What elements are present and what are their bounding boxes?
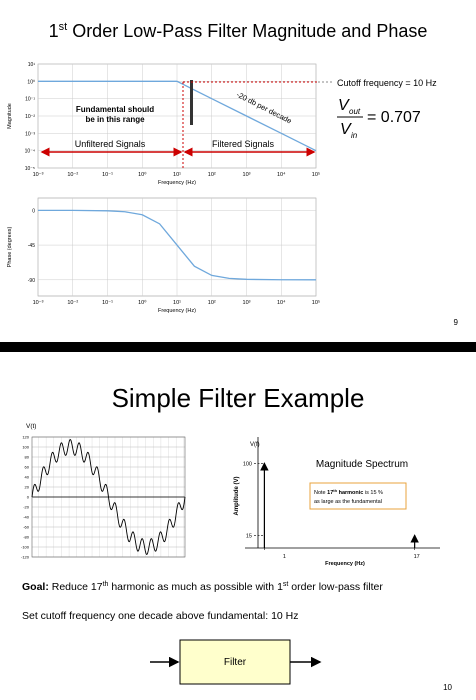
equation: V out V in = 0.707 [337,97,421,140]
y-axis-label: V(t) [26,423,36,430]
goal-sup: th [103,581,109,588]
x-tick-label: 10² [208,300,216,306]
slide-separator [0,342,476,352]
x-tick-label: 10⁻² [67,300,78,306]
note-part: Note [314,490,327,496]
annotation: Unfiltered Signals [75,139,146,149]
title-part: Order Low-Pass Filter Magnitude and Phas… [67,21,427,41]
x-tick-label: 10⁻² [67,172,78,178]
x-tick-label: 17 [414,554,420,560]
y-tick-label: 0 [27,495,30,500]
waveform [31,438,186,556]
annotation: be in this range [85,115,145,124]
note: Note 17th harmonic is 15 % [314,488,383,496]
y-tick-label: -60 [23,525,30,530]
page-number: 10 [443,683,452,692]
y-tick-label: -20 [23,505,30,510]
page-number: 9 [454,318,459,327]
y-tick-label: 15 [246,533,252,539]
y-tick-label: 20 [25,485,30,490]
eq-num: V [338,97,350,114]
eq-rhs: = 0.707 [367,109,421,126]
y-tick-label: 60 [25,465,30,470]
y-tick-label: 10⁻⁴ [25,149,35,155]
body-text: Set cutoff frequency one decade above fu… [22,610,299,622]
eq-sub: in [351,131,358,140]
goal-sup: st [283,581,289,588]
y-tick-label: -120 [21,555,30,560]
goal-part: order low-pass filter [288,581,383,593]
slide-title: 1st Order Low-Pass Filter Magnitude and … [49,21,428,41]
x-tick-label: 10⁻³ [33,300,44,306]
note: as large as the fundamental [314,499,382,505]
x-tick-label: 10¹ [173,172,181,178]
x-tick-label: 10⁰ [138,171,147,178]
annotation: Cutoff frequency = 10 Hz [337,78,437,88]
y-tick-label: 10⁰ [27,79,35,85]
y-tick-label: 0 [32,208,35,214]
note-sup: th [333,488,337,493]
x-tick-label: 10¹ [173,300,181,306]
x-tick-label: 10⁻¹ [102,300,113,306]
y-tick-label: -100 [21,545,30,550]
y-tick-label: -80 [23,535,30,540]
y-tick-label: 80 [25,455,30,460]
top-label: V(f) [250,442,260,448]
goal-label: Goal: [22,581,49,593]
note-part: 17 [327,490,333,496]
x-tick-label: 10³ [243,172,251,178]
note-part: is 15 % [363,490,383,496]
divider [190,80,193,125]
y-tick-label: 10⁻³ [25,131,35,137]
y-tick-label: -90 [28,278,35,284]
y-tick-label: 10⁻⁵ [25,166,35,172]
eq-den: V [340,121,352,138]
annotation: Filtered Signals [212,139,275,149]
y-tick-label: 10¹ [28,62,36,68]
y-tick-label: -40 [23,515,30,520]
x-axis-label: Frequency (Hz) [325,561,365,567]
title-part: 1 [49,21,59,41]
x-tick-label: 10⁵ [312,171,320,178]
y-tick-label: 100 [243,461,252,467]
x-tick-label: 10² [208,172,216,178]
y-axis-label: Amplitude (V) [234,477,240,516]
x-axis-label: Frequency (Hz) [158,180,196,186]
y-axis-label: Phase (degrees) [7,227,13,268]
y-tick-label: 40 [25,475,30,480]
y-tick-label: 120 [22,435,29,440]
y-axis-label: Magnitude [7,103,13,129]
goal-part: Reduce 17 [49,581,103,593]
title-sup: st [59,21,68,33]
x-tick-label: 10⁻³ [33,172,44,178]
chart-title: Magnitude Spectrum [316,459,408,470]
goal-part: harmonic as much as possible with 1 [108,581,283,593]
note-box [309,482,407,510]
x-tick-label: 10⁰ [138,299,147,306]
data-line [38,209,317,281]
y-tick-label: 100 [22,445,29,450]
x-tick-label: 10⁴ [277,171,286,178]
filter-block [179,639,291,685]
x-tick-label: 10⁻¹ [102,172,113,178]
x-tick-label: 1 [283,554,286,560]
x-tick-label: 10³ [243,300,251,306]
x-axis-label: Frequency (Hz) [158,308,196,314]
x-tick-label: 10⁵ [312,299,320,306]
eq-sub: out [349,107,361,116]
note-part: harmonic [337,490,363,496]
annotation: Fundamental should [76,105,154,114]
y-tick-label: 10⁻¹ [25,97,35,103]
goal: Goal: Reduce 17th harmonic as much as po… [22,581,383,593]
y-tick-label: 10⁻² [25,114,35,120]
slide-title: Simple Filter Example [112,383,365,413]
block-label: Filter [224,657,247,668]
y-tick-label: -45 [28,243,35,249]
x-tick-label: 10⁴ [277,299,286,306]
data-line [38,80,317,152]
